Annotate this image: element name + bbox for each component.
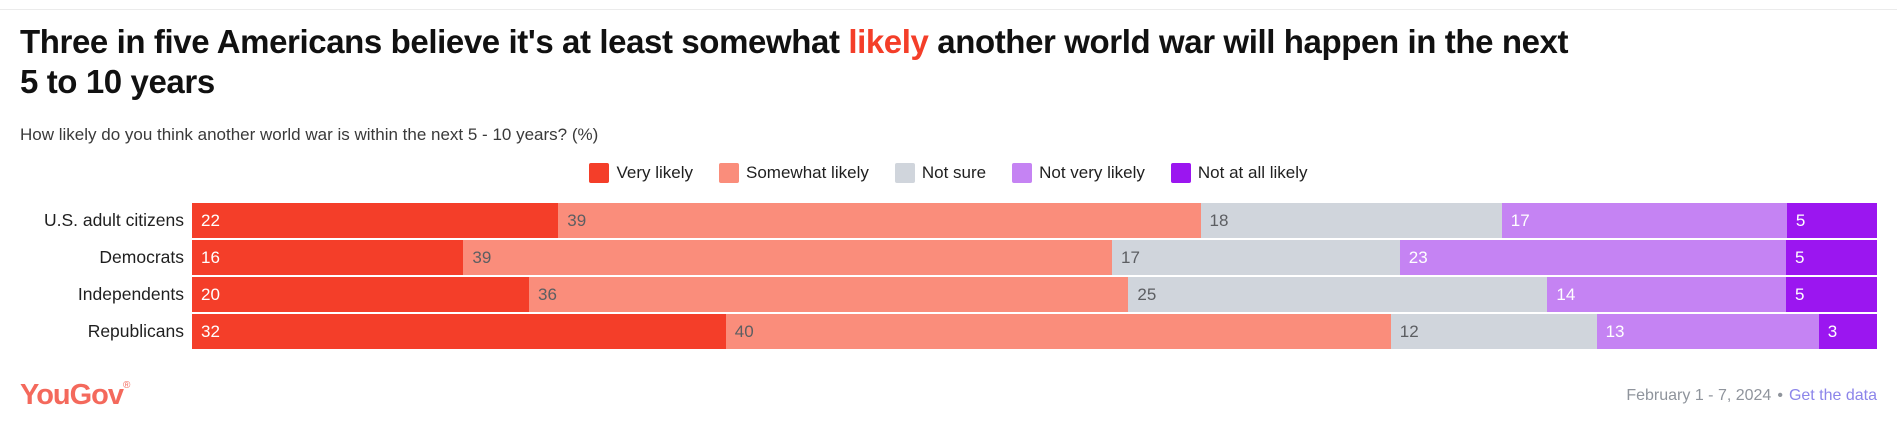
bar-segment: 12: [1390, 314, 1597, 350]
legend-item-not-very-likely: Not very likely: [1012, 163, 1145, 184]
legend-swatch-somewhat-likely: [719, 163, 740, 184]
bar-segment: 22: [192, 203, 559, 239]
legend-swatch-not-sure: [894, 163, 915, 184]
bar-value: 36: [538, 284, 557, 304]
legend-swatch-not-at-all-likely: [1170, 163, 1191, 184]
bar-value: 22: [201, 210, 220, 230]
bar-value: 39: [472, 247, 492, 267]
legend: Very likely Somewhat likely Not sure Not ve…: [20, 163, 1877, 184]
category-label: Independents: [77, 284, 184, 305]
bar-segment: 32: [192, 314, 726, 350]
bar-value: 20: [201, 284, 220, 304]
legend-item-somewhat-likely: Somewhat likely: [719, 163, 869, 184]
bar-value: 12: [1399, 321, 1419, 341]
bar-segment: 25: [1128, 277, 1548, 313]
bar-segment: 39: [463, 240, 1112, 276]
title-highlight: likely: [848, 23, 929, 60]
page-title: Three in five Americans believe it's at …: [20, 22, 1580, 101]
date-range: February 1 - 7, 2024: [1626, 386, 1772, 404]
bar-value: 40: [734, 321, 754, 341]
bar-value: 5: [1795, 210, 1806, 230]
chart-subtitle: How likely do you think another world wa…: [20, 125, 599, 145]
chart-row: Republicans 32 40 12 13 3: [20, 314, 1877, 350]
chart-row: U.S. adult citizens 22 39 18 17 5: [20, 203, 1878, 239]
bar-segment: 39: [558, 203, 1201, 239]
bar-value: 14: [1556, 284, 1576, 304]
bar-segment: 14: [1547, 277, 1786, 313]
legend-item-not-sure: Not sure: [894, 163, 987, 184]
title-text-after: another world war will happen in the nex…: [20, 23, 1569, 100]
bullet-separator: •: [1777, 386, 1783, 404]
bar-segment: 23: [1399, 240, 1786, 276]
footer: YouGov® February 1 - 7, 2024 • Get the d…: [0, 381, 1897, 410]
bar-value: 18: [1209, 210, 1229, 230]
bar-segment: 3: [1818, 314, 1877, 350]
category-label: Democrats: [99, 247, 184, 268]
bar-segment: 18: [1200, 203, 1502, 239]
bar-segment: 40: [725, 314, 1391, 350]
chart: U.S. adult citizens 22 39 18 17 5 Democrats 16 3…: [20, 203, 1878, 350]
chart-card: Three in five Americans believe it's at …: [20, 22, 1878, 350]
stacked-bar: 20 36 25 14 5: [192, 277, 1877, 313]
bar-segment: 36: [529, 277, 1129, 313]
title-text-before: Three in five Americans believe it's at …: [20, 23, 849, 60]
registered-mark-icon: ®: [123, 380, 130, 392]
chart-row: Independents 20 36 25 14 5: [20, 277, 1877, 313]
bar-segment: 5: [1786, 240, 1877, 276]
bar-value: 17: [1510, 210, 1530, 230]
get-the-data-link[interactable]: Get the data: [1788, 386, 1877, 404]
bar-value: 39: [567, 210, 587, 230]
legend-item-not-at-all-likely: Not at all likely: [1170, 163, 1308, 184]
legend-swatch-not-very-likely: [1012, 163, 1033, 184]
chart-row: Democrats 16 39 17 23 5: [20, 240, 1877, 276]
bar-segment: 20: [192, 277, 529, 313]
legend-label-not-sure: Not sure: [921, 163, 987, 183]
bar-value: 25: [1137, 284, 1157, 304]
stacked-bar: 16 39 17 23 5: [192, 240, 1877, 276]
bar-value: 5: [1795, 247, 1805, 267]
bar-value: 16: [201, 247, 220, 267]
legend-label-not-very-likely: Not very likely: [1039, 163, 1145, 183]
bar-segment: 17: [1501, 203, 1787, 239]
legend-label-not-at-all-likely: Not at all likely: [1197, 163, 1308, 183]
top-divider: [0, 9, 1897, 10]
legend-swatch-very-likely: [589, 163, 610, 184]
stacked-bar: 32 40 12 13 3: [192, 314, 1877, 350]
bar-segment: 5: [1786, 203, 1878, 239]
bar-value: 23: [1408, 247, 1428, 267]
bar-segment: 17: [1112, 240, 1400, 276]
category-label: Republicans: [87, 321, 184, 342]
bar-value: 32: [201, 321, 220, 341]
yougov-logo[interactable]: YouGov®: [20, 379, 130, 412]
stacked-bar: 22 39 18 17 5: [192, 203, 1878, 239]
bar-segment: 16: [192, 240, 464, 276]
bar-segment: 5: [1786, 277, 1877, 313]
bar-value: 17: [1121, 247, 1140, 267]
yougov-logo-text: YouGov: [20, 379, 124, 412]
bar-value: 5: [1795, 284, 1805, 304]
bar-value: 13: [1605, 321, 1625, 341]
category-label: U.S. adult citizens: [43, 210, 184, 231]
bar-value: 3: [1827, 321, 1838, 341]
legend-item-very-likely: Very likely: [589, 163, 694, 184]
bar-segment: 13: [1596, 314, 1819, 350]
legend-label-somewhat-likely: Somewhat likely: [746, 163, 869, 183]
footer-meta: February 1 - 7, 2024 • Get the data: [1626, 387, 1877, 405]
legend-label-very-likely: Very likely: [616, 163, 694, 183]
